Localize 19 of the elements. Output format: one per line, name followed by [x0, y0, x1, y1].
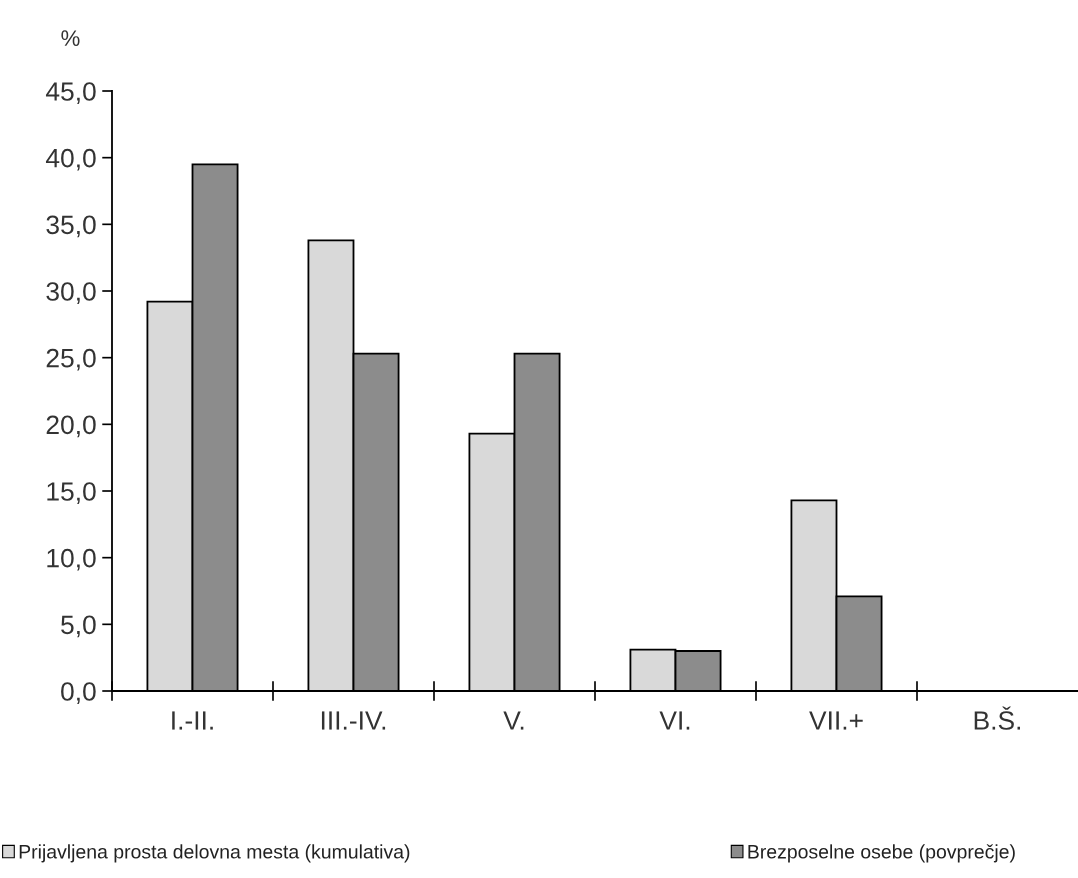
y-tick-label: 10,0 — [47, 548, 96, 571]
y-tick-label: 0,0 — [61, 682, 96, 704]
x-tick-label: III.-IV. — [321, 711, 386, 730]
legend-label: Brezposelne osebe (povprečje) — [748, 844, 1015, 863]
y-tick-label: 40,0 — [45, 148, 96, 171]
x-tick-label: B.Š. — [974, 706, 1021, 730]
y-tick-label: 15,0 — [47, 482, 96, 504]
y-tick-label: 45,0 — [45, 82, 96, 104]
y-tick-label: 30,0 — [46, 282, 96, 304]
legend-label: Prijavljena prosta delovna mesta (kumulativa) — [19, 844, 410, 863]
x-tick-label: VII.+ — [809, 711, 863, 730]
x-tick-label: V. — [503, 711, 524, 730]
x-tick-label: I.-II. — [172, 711, 213, 730]
x-tick-label: VI. — [659, 711, 690, 730]
y-tick-label: 35,0 — [46, 215, 96, 238]
y-tick-label: 25,0 — [46, 348, 96, 371]
y-tick-label: 20,0 — [46, 415, 96, 438]
y-axis-title: % — [61, 30, 80, 46]
y-tick-label: 5,0 — [61, 615, 96, 638]
